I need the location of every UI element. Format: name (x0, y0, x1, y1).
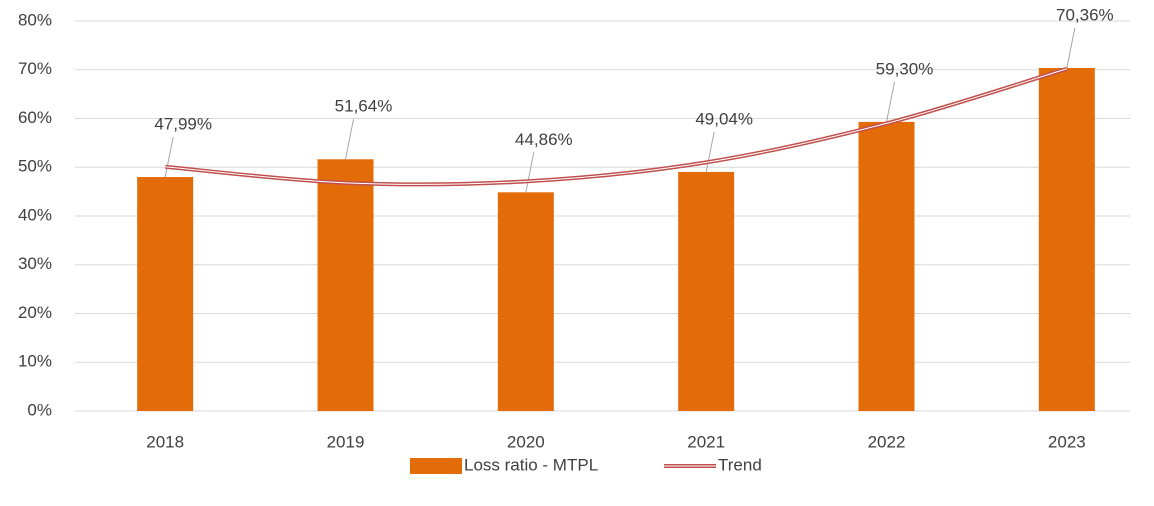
y-tick-label: 30% (18, 254, 52, 273)
bar (858, 121, 915, 411)
bar (317, 159, 374, 411)
x-tick-label: 2022 (868, 432, 906, 451)
legend-label: Loss ratio - MTPL (464, 455, 598, 474)
leader-line (164, 136, 174, 178)
x-tick-label: 2020 (507, 432, 545, 451)
y-tick-label: 80% (18, 10, 52, 29)
y-tick-label: 20% (18, 303, 52, 322)
leader-line (345, 119, 354, 160)
y-tick-label: 0% (27, 400, 52, 419)
x-tick-label: 2023 (1048, 432, 1086, 451)
leader-line (886, 81, 895, 123)
y-tick-label: 60% (18, 108, 52, 127)
bar (497, 192, 554, 411)
data-label: 51,64% (335, 97, 393, 116)
y-tick-label: 40% (18, 205, 52, 224)
legend-label: Trend (718, 455, 762, 474)
data-label: 47,99% (154, 115, 212, 134)
y-tick-label: 70% (18, 59, 52, 78)
bar (678, 171, 735, 411)
x-tick-label: 2018 (146, 432, 184, 451)
y-tick-label: 10% (18, 352, 52, 371)
data-label: 70,36% (1056, 5, 1114, 24)
legend-swatch (410, 458, 462, 474)
x-tick-label: 2019 (327, 432, 365, 451)
trend-line-inner (165, 68, 1067, 185)
bar (137, 177, 194, 411)
data-label: 49,04% (695, 109, 753, 128)
y-tick-label: 50% (18, 157, 52, 176)
x-tick-label: 2021 (687, 432, 725, 451)
leader-line (525, 152, 535, 193)
leader-line (705, 131, 715, 173)
data-label: 59,30% (876, 59, 934, 78)
bar (1038, 67, 1095, 412)
data-label: 44,86% (515, 130, 573, 149)
leader-line (1066, 27, 1076, 69)
